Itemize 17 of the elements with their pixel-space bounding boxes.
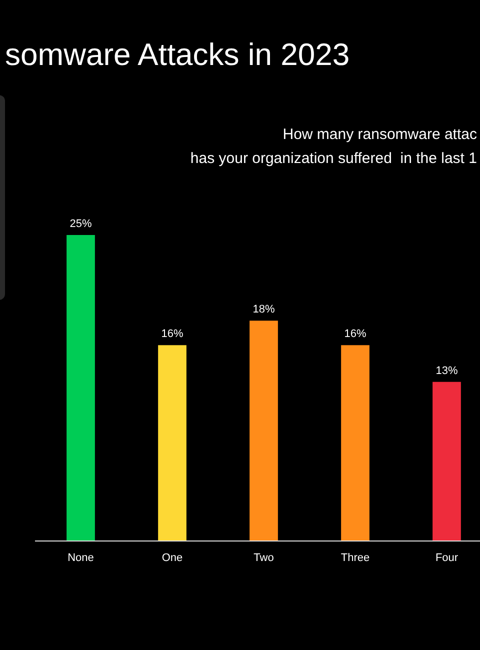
chart-subtitle: How many ransomware attac has your organization suffered in the last 1: [190, 126, 478, 167]
data-label: 16%: [161, 328, 184, 340]
x-tick-label: None: [68, 552, 94, 564]
bar: [250, 320, 278, 541]
x-tick-label: Three: [340, 552, 370, 564]
data-label: 18%: [252, 304, 275, 316]
x-tick-label: Two: [254, 552, 274, 564]
data-label: 25%: [70, 218, 92, 230]
bar: [158, 345, 186, 541]
bar: [341, 345, 370, 541]
x-tick-label: Four: [435, 552, 458, 564]
data-label: 16%: [344, 328, 366, 340]
x-tick-label: One: [162, 552, 183, 564]
bar: [432, 382, 461, 541]
chart-title: somware Attacks in 2023: [5, 37, 350, 72]
bar: [66, 235, 95, 541]
data-label: 13%: [436, 364, 458, 377]
